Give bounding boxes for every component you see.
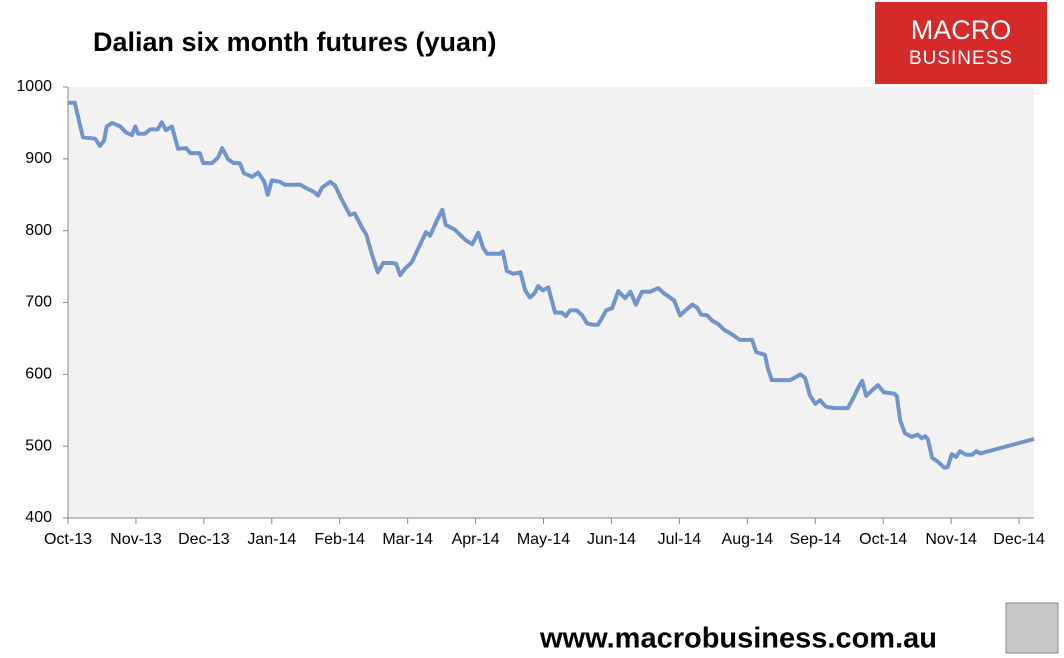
y-tick-label: 500 [25, 437, 52, 454]
y-tick-label: 900 [25, 150, 52, 167]
y-tick-label: 600 [25, 366, 52, 383]
x-tick-label: May-14 [517, 531, 570, 548]
data-line [68, 100, 1035, 470]
x-tick-label: Apr-14 [452, 531, 500, 548]
x-tick-label: Sep-14 [789, 531, 841, 548]
x-tick-label: Nov-14 [925, 531, 977, 548]
fox-icon [1005, 602, 1059, 654]
x-tick-label: Feb-14 [314, 531, 365, 548]
logo-text: BUSINESS [909, 48, 1013, 69]
x-tick-label: Nov-13 [110, 531, 162, 548]
y-tick-label: 800 [25, 222, 52, 239]
x-tick-label: Oct-14 [859, 531, 907, 548]
x-tick-label: Dec-13 [178, 531, 230, 548]
y-tick-label: 400 [25, 509, 52, 526]
x-tick-label: Jul-14 [658, 531, 702, 548]
y-tick-label: 1000 [16, 78, 52, 95]
footer-url: www.macrobusiness.com.au [539, 623, 937, 655]
x-tick-label: Aug-14 [722, 531, 774, 548]
x-tick-label: Jun-14 [587, 531, 636, 548]
y-tick-label: 700 [25, 294, 52, 311]
logo-box [875, 2, 1047, 84]
x-tick-label: Mar-14 [382, 531, 433, 548]
x-tick-label: Jan-14 [247, 531, 296, 548]
chart-title: Dalian six month futures (yuan) [93, 27, 497, 57]
logo-text: MACRO [911, 15, 1012, 45]
x-tick-label: Dec-14 [993, 531, 1045, 548]
x-tick-label: Oct-13 [44, 531, 92, 548]
